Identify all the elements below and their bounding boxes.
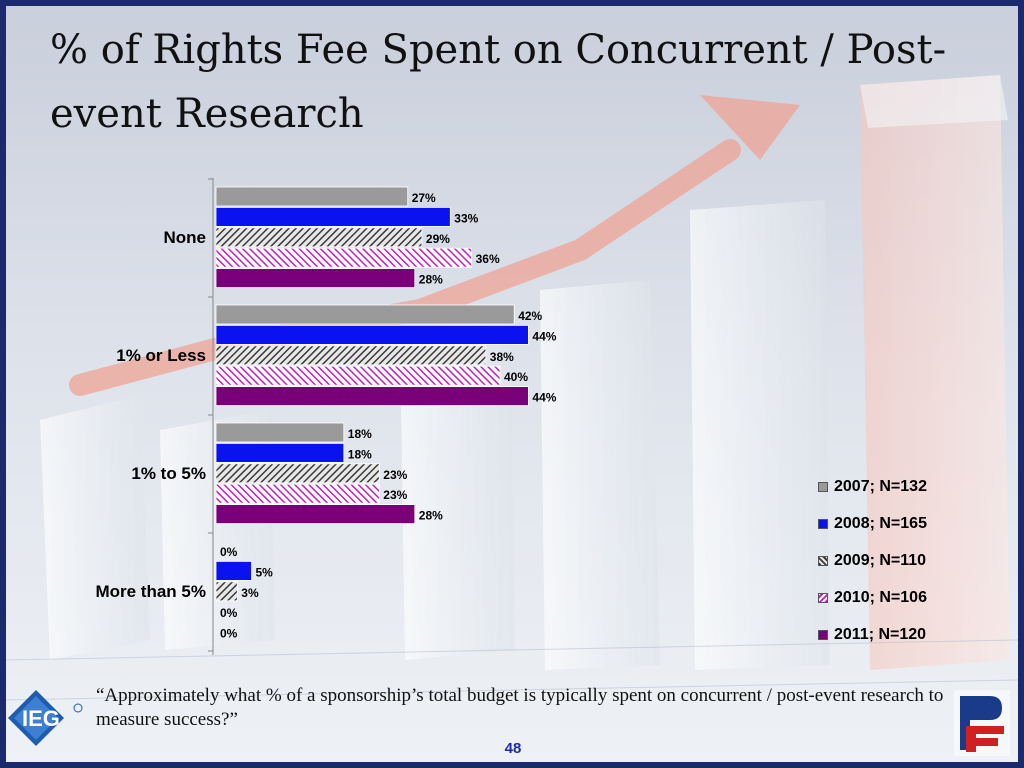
bar xyxy=(215,186,409,207)
legend-swatch xyxy=(818,629,828,640)
bar-value-label: 38% xyxy=(490,350,514,364)
legend-swatch xyxy=(818,555,828,566)
legend-label: 2008; N=165 xyxy=(834,514,927,532)
survey-question: “Approximately what % of a sponsorship’s… xyxy=(96,685,944,730)
bar-value-label: 23% xyxy=(383,468,407,482)
legend-label: 2007; N=132 xyxy=(834,477,927,495)
legend-label: 2010; N=106 xyxy=(834,588,927,606)
bar-value-label: 33% xyxy=(454,211,478,225)
bar xyxy=(215,268,416,289)
bar-value-label: 0% xyxy=(220,606,238,620)
bar-value-label: 29% xyxy=(426,232,450,246)
bar xyxy=(215,561,252,581)
bar xyxy=(215,442,345,463)
bar xyxy=(215,324,529,345)
bar-value-label: 18% xyxy=(348,427,372,441)
bar-value-label: 5% xyxy=(256,565,274,579)
bar xyxy=(215,581,238,602)
bar xyxy=(215,386,529,407)
legend-item: 2011; N=120 xyxy=(818,616,927,653)
page-number: 48 xyxy=(504,740,522,757)
legend-label: 2009; N=110 xyxy=(834,551,927,569)
bar-value-label: 3% xyxy=(241,586,259,600)
category-label: 1% or Less xyxy=(116,346,206,365)
bar xyxy=(215,247,473,268)
bar-value-label: 36% xyxy=(476,252,500,266)
legend-item: 2010; N=106 xyxy=(818,579,927,616)
bar-value-label: 44% xyxy=(532,391,556,405)
bar-value-label: 42% xyxy=(518,309,542,323)
legend-item: 2007; N=132 xyxy=(818,468,927,505)
legend-swatch xyxy=(818,518,828,529)
bar-value-label: 18% xyxy=(348,447,372,461)
bar-value-label: 44% xyxy=(532,329,556,343)
bar xyxy=(215,504,416,525)
category-label: None xyxy=(164,228,207,247)
legend-item: 2009; N=110 xyxy=(818,542,927,579)
category-label: More than 5% xyxy=(95,582,206,601)
bar-value-label: 27% xyxy=(412,191,436,205)
legend-item: 2008; N=165 xyxy=(818,505,927,542)
slide-title: % of Rights Fee Spent on Concurrent / Po… xyxy=(50,27,947,137)
bar-value-label: 40% xyxy=(504,370,528,384)
bar xyxy=(215,206,451,227)
bar-value-label: 0% xyxy=(220,545,238,559)
legend-swatch xyxy=(818,592,828,603)
bar xyxy=(215,365,501,386)
bar-value-label: 28% xyxy=(419,273,443,287)
bar xyxy=(215,227,423,248)
pf-logo xyxy=(954,690,1010,756)
ieg-logo: IEG xyxy=(8,690,83,746)
bar xyxy=(215,345,487,366)
bar xyxy=(215,304,515,325)
chart-legend: 2007; N=132 2008; N=165 2009; N=110 2010; N… xyxy=(818,468,927,653)
legend-swatch xyxy=(818,481,828,492)
bar-value-label: 0% xyxy=(220,627,238,641)
bar-value-label: 23% xyxy=(383,488,407,502)
category-label: 1% to 5% xyxy=(131,464,206,483)
bar xyxy=(215,422,345,443)
legend-label: 2011; N=120 xyxy=(834,625,927,643)
bar-value-label: 28% xyxy=(419,509,443,523)
svg-text:IEG: IEG xyxy=(22,706,60,731)
bar xyxy=(215,483,380,504)
bar xyxy=(215,463,380,484)
